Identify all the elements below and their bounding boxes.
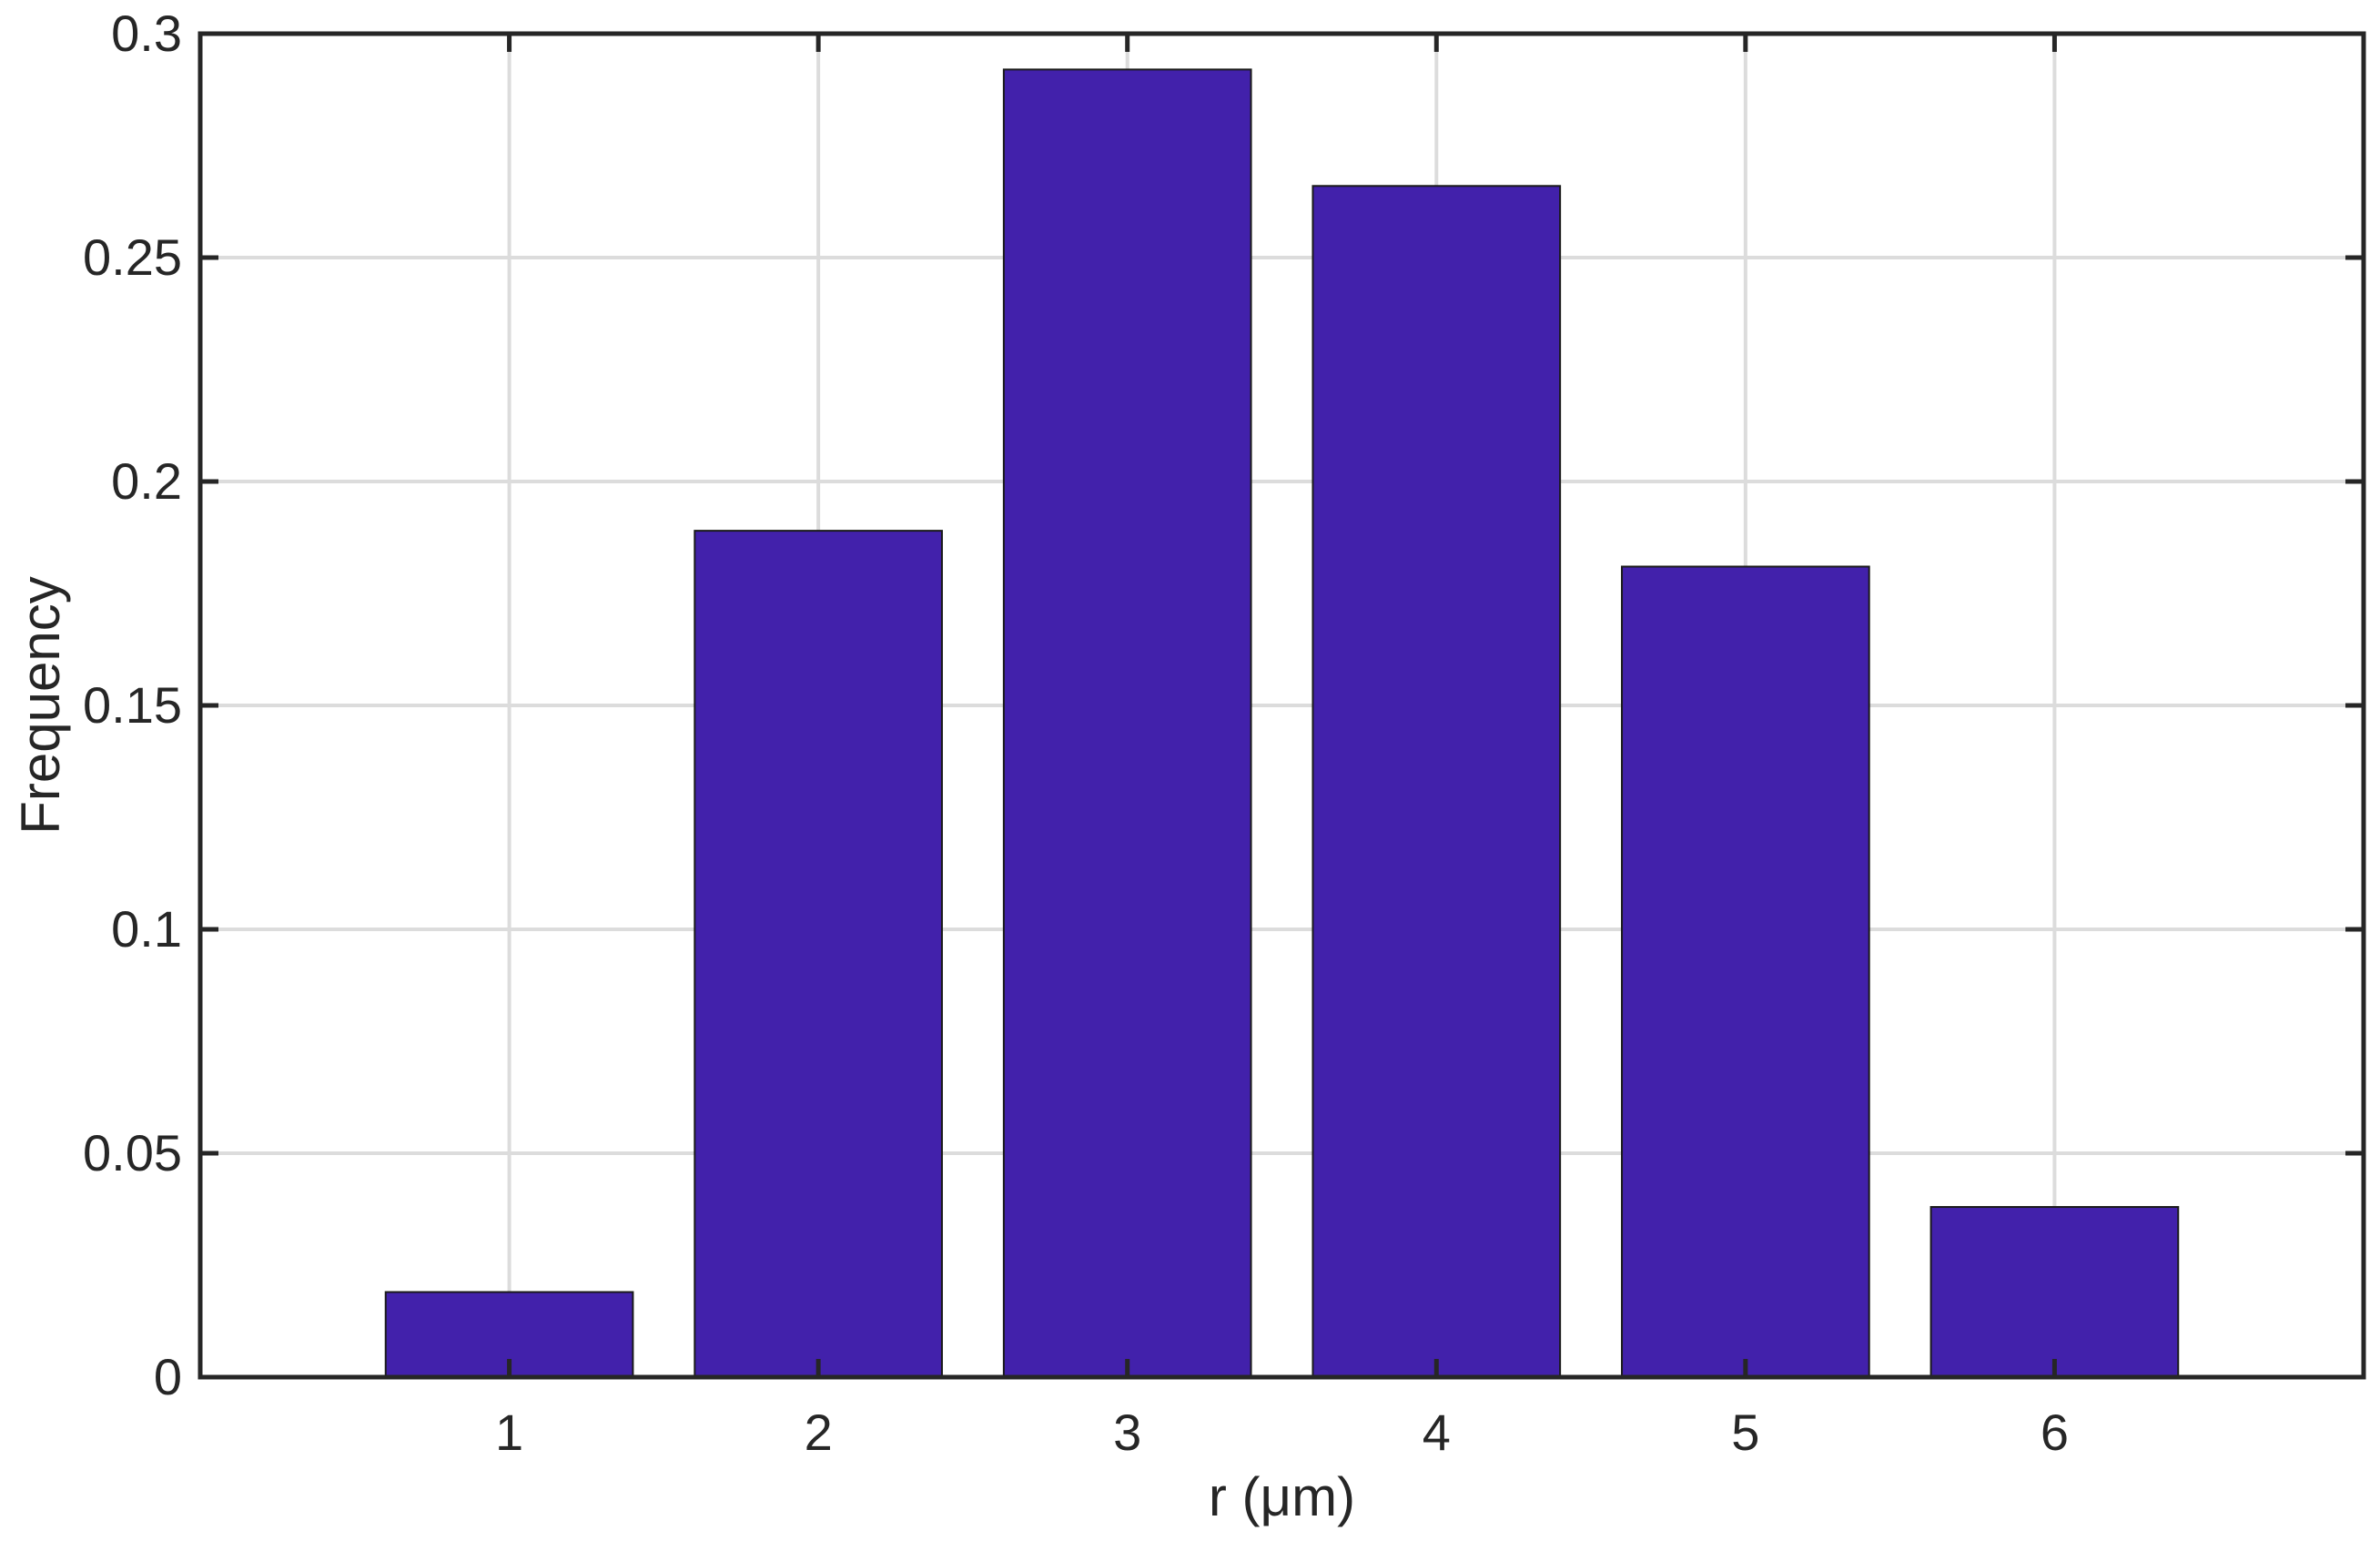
y-tick-label: 0.15 xyxy=(83,676,182,734)
bar-5 xyxy=(1621,565,1870,1378)
y-tick-label: 0.1 xyxy=(111,900,182,958)
x-tick-label: 4 xyxy=(1423,1404,1451,1461)
x-tick-label: 5 xyxy=(1731,1404,1759,1461)
x-tick-label: 3 xyxy=(1113,1404,1141,1461)
bars xyxy=(384,68,2180,1379)
y-axis-label: Frequency xyxy=(10,576,71,834)
bar-6 xyxy=(1929,1206,2180,1379)
bar-2 xyxy=(694,530,943,1378)
ticks xyxy=(200,31,2364,1380)
y-tick-label: 0.3 xyxy=(111,5,182,62)
y-tick-label: 0.25 xyxy=(83,228,182,286)
x-tick-label: 2 xyxy=(805,1404,833,1461)
y-tick-label: 0.2 xyxy=(111,452,182,510)
x-tick-label: 1 xyxy=(495,1404,523,1461)
x-axis-label: r (μm) xyxy=(1209,1466,1355,1527)
y-tick-label: 0.05 xyxy=(83,1124,182,1181)
tick-labels: 1 2 3 4 5 6 0 0.05 0.1 0.15 0.2 0.25 0.3 xyxy=(83,5,2069,1461)
bar-3 xyxy=(1002,68,1252,1379)
x-tick-label: 6 xyxy=(2041,1404,2069,1461)
bar-4 xyxy=(1312,185,1562,1378)
y-tick-label: 0 xyxy=(154,1348,182,1405)
grid xyxy=(200,34,2364,1377)
